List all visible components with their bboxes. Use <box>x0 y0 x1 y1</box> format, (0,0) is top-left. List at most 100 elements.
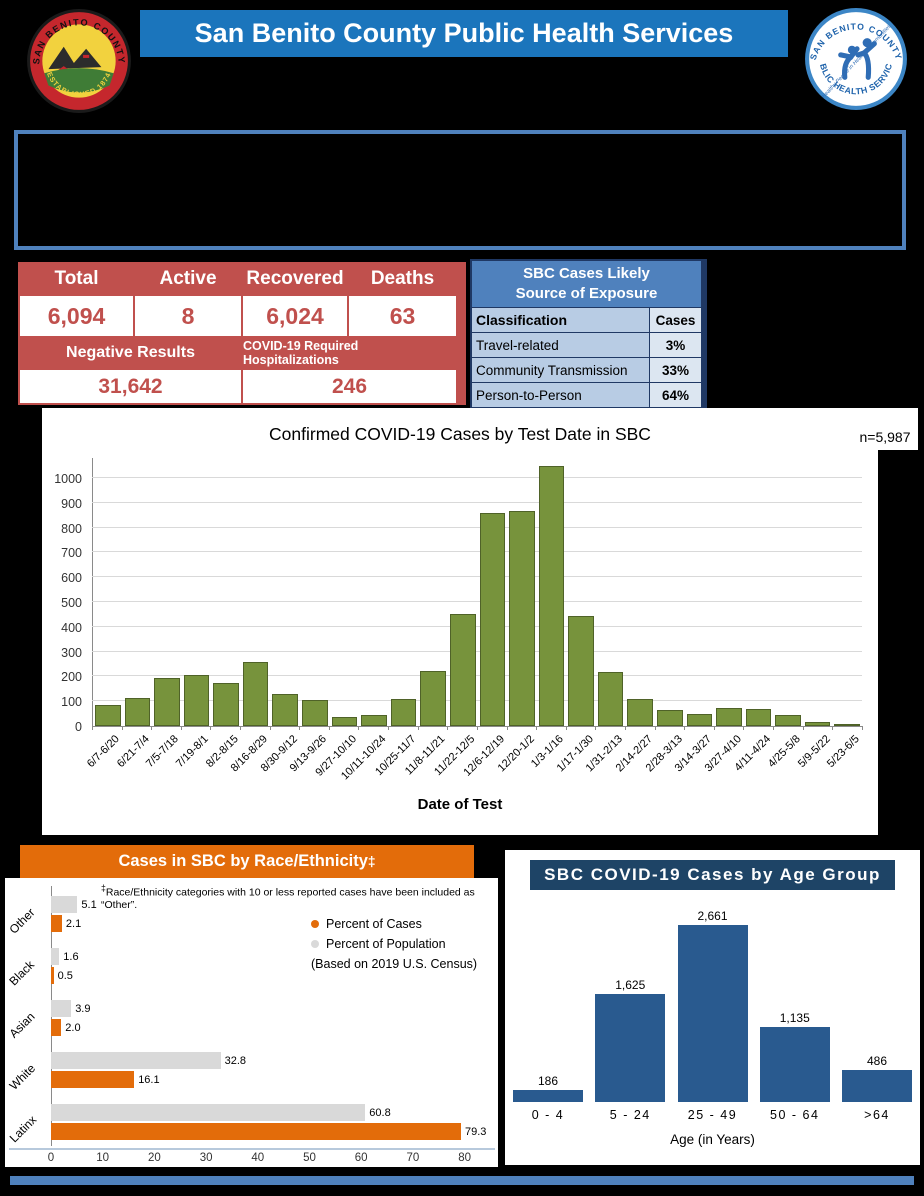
bar <box>538 466 565 726</box>
x-tick-label: 6/7-6/20 <box>85 733 123 771</box>
axis-tick <box>774 726 804 730</box>
axis-tick <box>626 726 656 730</box>
bar <box>509 511 535 726</box>
legend-note: (Based on 2019 U.S. Census) <box>311 957 478 971</box>
bar <box>242 662 269 726</box>
bar <box>331 716 358 726</box>
race-chart-title: Cases in SBC by Race/Ethnicity <box>118 852 368 870</box>
exposure-row-value: 3% <box>650 333 701 357</box>
bar-value-label: 32.8 <box>224 1054 247 1067</box>
bar-row: 0.5 <box>51 967 498 984</box>
bar-row: 79.3 <box>51 1123 498 1140</box>
y-tick-label: 0 <box>75 720 82 734</box>
bar-value-label: 79.3 <box>465 1125 487 1138</box>
axis-tick <box>241 726 271 730</box>
category-label-text: Latinx <box>6 1112 40 1146</box>
axis-tick <box>537 726 567 730</box>
y-tick-label: 1000 <box>54 472 82 486</box>
bar-row: 3.9 <box>51 1000 498 1017</box>
bar-value-label: 486 <box>866 1053 888 1068</box>
population-legend-dot <box>311 940 319 948</box>
x-tick-label: 10 <box>96 1152 110 1164</box>
page-title: San Benito County Public Health Services <box>194 18 734 48</box>
x-tick-label: 5 - 24 <box>609 1108 651 1122</box>
x-axis-labels: 6/7-6/20 6/21-7/4 7/5-7/18 7/19-8/1 8/2-8/15… <box>85 731 862 789</box>
column-header: Total <box>20 264 133 294</box>
category-label: Latinx <box>5 1096 51 1148</box>
bar <box>513 1089 583 1102</box>
axis-tick <box>300 726 330 730</box>
bar-slot: 1,625 <box>593 978 667 1102</box>
category-label-text: Asian <box>6 1009 38 1041</box>
bar <box>597 671 624 726</box>
bar <box>95 704 121 726</box>
legend-label: Percent of Cases <box>326 917 422 931</box>
bar-slot: 186 <box>511 1074 585 1102</box>
bar <box>745 708 772 726</box>
race-group: White 32.8 16.1 <box>5 1044 498 1096</box>
bar-slot: 1,135 <box>758 1011 832 1102</box>
x-tick-label: 0 <box>47 1152 55 1164</box>
footnote-text: Race/Ethnicity categories with 10 or les… <box>101 886 475 911</box>
bar-series <box>93 458 862 726</box>
exposure-title-line1: SBC Cases Likely <box>523 264 650 282</box>
bar-row: 16.1 <box>51 1071 498 1088</box>
race-bars: 32.8 16.1 <box>51 1052 498 1088</box>
axis-tick <box>389 726 419 730</box>
bar <box>842 1069 912 1102</box>
column-header: Recovered <box>243 264 347 294</box>
bar <box>479 513 506 726</box>
age-chart-title-banner: SBC COVID-19 Cases by Age Group <box>530 860 895 890</box>
negative-results-value: 31,642 <box>20 370 241 403</box>
y-tick-label: 300 <box>61 645 82 660</box>
bar <box>420 670 446 726</box>
race-chart-title-footnote-mark: ‡ <box>367 854 376 869</box>
axis-tick <box>804 726 834 730</box>
column-header: Active <box>135 264 241 294</box>
classification-header: Classification <box>472 308 649 332</box>
exposure-row-label: Travel-related <box>472 333 649 357</box>
race-bars: 3.9 2.0 <box>51 1000 498 1036</box>
category-label-text: White <box>6 1061 39 1093</box>
race-group: Other 5.1 2.1 <box>5 888 498 940</box>
exposure-source-table: SBC Cases Likely Source of Exposure Clas… <box>470 259 707 409</box>
bar <box>759 1026 830 1102</box>
category-label-text: Other <box>6 905 38 937</box>
cases-bar <box>51 1071 135 1088</box>
axis-tick <box>182 726 212 730</box>
age-x-axis-labels: 0 - 4 5 - 24 25 - 49 50 - 64 >64 <box>511 1108 914 1122</box>
x-tick-label: 0 - 4 <box>531 1108 565 1122</box>
axis-tick <box>152 726 182 730</box>
recovered-cases-value: 6,024 <box>243 296 347 336</box>
exposure-row-label: Person-to-Person <box>472 383 649 407</box>
bar <box>656 710 683 726</box>
axis-tick <box>715 726 745 730</box>
x-tick-label: >64 <box>864 1108 890 1122</box>
x-tick-label: 80 <box>458 1152 471 1164</box>
axis-tick <box>656 726 686 730</box>
bar <box>390 698 417 726</box>
bar-row: 2.1 <box>51 915 498 932</box>
category-label: Other <box>5 888 51 940</box>
axis-tick <box>478 726 508 730</box>
bar <box>124 697 151 726</box>
negative-results-header: Negative Results <box>20 338 241 368</box>
axis-tick <box>211 726 242 730</box>
age-chart-panel: SBC COVID-19 Cases by Age Group 186 1,625… <box>505 850 920 1165</box>
race-chart-title-banner: Cases in SBC by Race/Ethnicity ‡ <box>20 845 474 878</box>
case-summary-table: Total Active Recovered Deaths 6,094 8 6,… <box>18 262 466 405</box>
public-health-services-logo: SAN BENITO COUNTY PUBLIC HEALTH SERVICES… <box>804 6 907 110</box>
legend-label: Percent of Population <box>326 937 446 951</box>
test-date-chart-panel: Confirmed COVID-19 Cases by Test Date in… <box>42 408 878 835</box>
cases-legend-dot <box>311 920 319 928</box>
bar-value-label: 0.5 <box>57 969 73 982</box>
chart-title: Confirmed COVID-19 Cases by Test Date in… <box>269 424 651 444</box>
y-axis-labels: 0 100 200 300 400 500 600 700 800 900 1000 <box>44 458 88 734</box>
y-tick-label: 100 <box>61 695 82 710</box>
bar <box>272 694 299 726</box>
cases-bar <box>51 1019 62 1036</box>
y-tick-label: 400 <box>61 620 82 635</box>
sample-size-annotation: n=5,987 <box>852 408 918 450</box>
cases-bar <box>51 1123 461 1140</box>
